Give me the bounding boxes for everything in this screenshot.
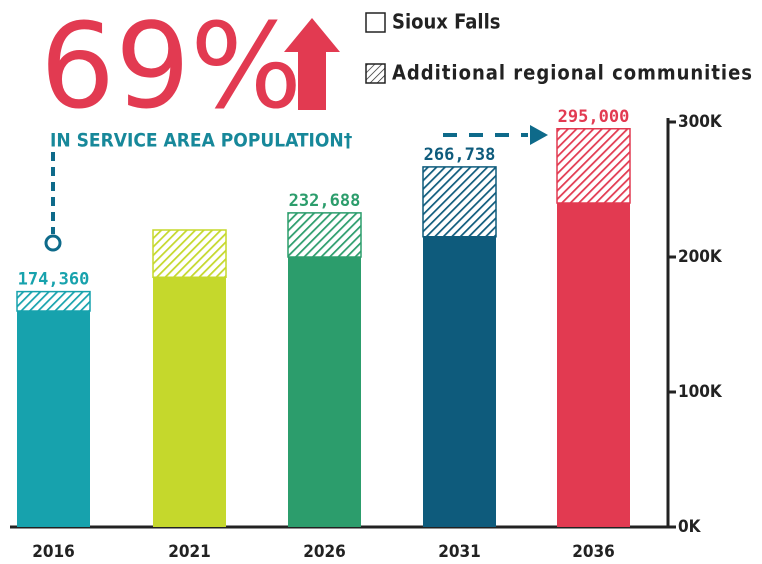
bar-segment <box>287 212 362 258</box>
x-tick-label: 2016 <box>32 542 75 562</box>
bar-segment <box>16 290 91 312</box>
y-tick-label: 100K <box>678 382 723 402</box>
bar-segment <box>557 203 630 527</box>
connector-dot <box>44 234 62 252</box>
x-tick-label: 2021 <box>168 542 211 562</box>
x-tick-label: 2026 <box>303 542 346 562</box>
legend-swatch <box>365 12 386 33</box>
up-arrow <box>284 18 340 110</box>
x-tick-label: 2031 <box>438 542 481 562</box>
subtitle: IN SERVICE AREA POPULATION† <box>50 130 353 152</box>
bar-segment <box>556 128 631 204</box>
total-label: 174,360 <box>18 270 90 290</box>
bar-segment <box>17 311 90 527</box>
total-label: 232,688 <box>289 191 361 211</box>
total-label: 266,738 <box>424 145 496 165</box>
bar-segment <box>422 166 497 238</box>
x-tick-label: 2036 <box>572 542 615 562</box>
bar-segment <box>152 229 227 278</box>
y-tick-label: 200K <box>678 247 723 267</box>
bar-segment <box>423 236 496 527</box>
y-tick-label: 0K <box>678 517 702 537</box>
legend-label: Additional regional communities <box>392 61 752 85</box>
arrowhead <box>530 125 548 145</box>
bar-segment <box>153 277 226 527</box>
legend-label: Sioux Falls <box>392 10 500 34</box>
headline: 69% <box>40 0 302 135</box>
bar-segment <box>288 257 361 527</box>
y-tick-label: 300K <box>678 112 723 132</box>
legend-swatch <box>365 63 386 84</box>
total-label: 295,000 <box>558 107 630 127</box>
